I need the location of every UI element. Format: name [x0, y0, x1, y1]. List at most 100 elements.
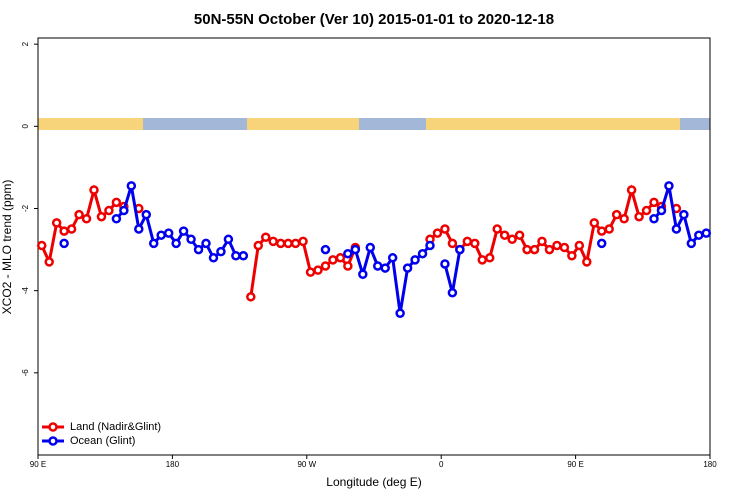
data-point [552, 240, 562, 251]
data-point [246, 292, 256, 302]
data-point [395, 308, 405, 319]
data-point [499, 230, 510, 240]
data-point [223, 234, 234, 245]
data-point [604, 224, 614, 234]
data-point [111, 197, 122, 208]
x-tick-label: 90 W [297, 460, 316, 469]
data-point [268, 236, 278, 247]
data-point [522, 244, 532, 255]
x-tick-label: 90 E [30, 460, 46, 469]
data-point [484, 253, 495, 263]
x-tick-label: 0 [439, 460, 444, 469]
data-point [440, 259, 450, 269]
data-point [641, 205, 652, 216]
legend-marker [48, 422, 58, 432]
data-point [59, 226, 69, 236]
data-point [596, 238, 607, 249]
data-point [156, 230, 166, 240]
data-point [380, 263, 390, 273]
data-point [649, 214, 659, 224]
y-tick-label: -6 [21, 369, 30, 377]
series-line [443, 249, 462, 294]
data-point [470, 238, 480, 249]
data-point [193, 244, 204, 255]
series-line [249, 235, 357, 298]
y-axis-label: XCO2 - MLO trend (ppm) [0, 180, 14, 315]
data-point [544, 244, 555, 255]
data-point [611, 209, 622, 220]
surface-band [38, 118, 710, 130]
data-point [111, 214, 122, 224]
y-tick-label: -4 [21, 287, 30, 295]
data-point [305, 267, 316, 277]
data-point [679, 209, 689, 220]
y-tick-label: 2 [21, 41, 30, 46]
data-point [163, 228, 174, 238]
legend-label: Land (Nadir&Glint) [70, 421, 161, 433]
data-point [619, 214, 629, 224]
data-point [589, 218, 600, 228]
data-point [440, 224, 450, 234]
data-point [664, 181, 674, 191]
x-tick-label: 180 [166, 460, 180, 469]
data-point [74, 209, 84, 220]
data-point [89, 185, 99, 195]
data-point [290, 238, 301, 249]
data-point [231, 250, 241, 261]
data-point [320, 244, 331, 255]
data-point [298, 236, 308, 247]
legend-marker [48, 436, 58, 446]
data-point [171, 238, 181, 249]
data-point [447, 238, 458, 249]
data-point [178, 226, 189, 236]
data-point [417, 248, 428, 259]
series-line [115, 185, 244, 261]
data-point [574, 240, 585, 251]
data-point [148, 238, 159, 249]
data-point [36, 240, 47, 251]
data-point [96, 211, 107, 222]
data-point [694, 230, 704, 240]
data-point [238, 250, 249, 261]
data-point [335, 253, 346, 263]
chart-title: 50N-55N October (Ver 10) 2015-01-01 to 2… [194, 11, 554, 28]
data-point [567, 250, 577, 261]
data-point [626, 185, 637, 195]
data-point [634, 211, 644, 222]
data-point [410, 255, 420, 265]
y-tick-label: 0 [21, 124, 30, 129]
data-point [313, 265, 323, 275]
data-point [328, 255, 338, 265]
x-tick-label: 90 E [567, 460, 583, 469]
data-point [492, 224, 502, 234]
data-point [514, 230, 525, 240]
land-band [247, 118, 359, 130]
data-point [343, 248, 353, 259]
data-point [59, 238, 69, 249]
data-point [425, 240, 435, 251]
data-point [343, 261, 353, 271]
data-point [358, 269, 368, 279]
data-point [372, 261, 383, 271]
data-point [462, 236, 473, 247]
data-point [201, 238, 211, 249]
land-band [38, 118, 143, 130]
data-point [208, 253, 219, 263]
data-point [51, 218, 62, 228]
data-point [477, 255, 488, 265]
data-point [402, 263, 413, 273]
data-point [671, 224, 682, 234]
x-axis-label: Longitude (deg E) [326, 475, 421, 489]
data-point [134, 224, 144, 234]
land-band [426, 118, 680, 130]
data-point [126, 181, 137, 191]
data-point [260, 232, 271, 243]
data-point [186, 234, 196, 245]
data-point [582, 257, 592, 267]
data-point [649, 197, 659, 208]
data-point [81, 214, 92, 224]
data-point [447, 287, 458, 298]
data-point [365, 242, 376, 253]
